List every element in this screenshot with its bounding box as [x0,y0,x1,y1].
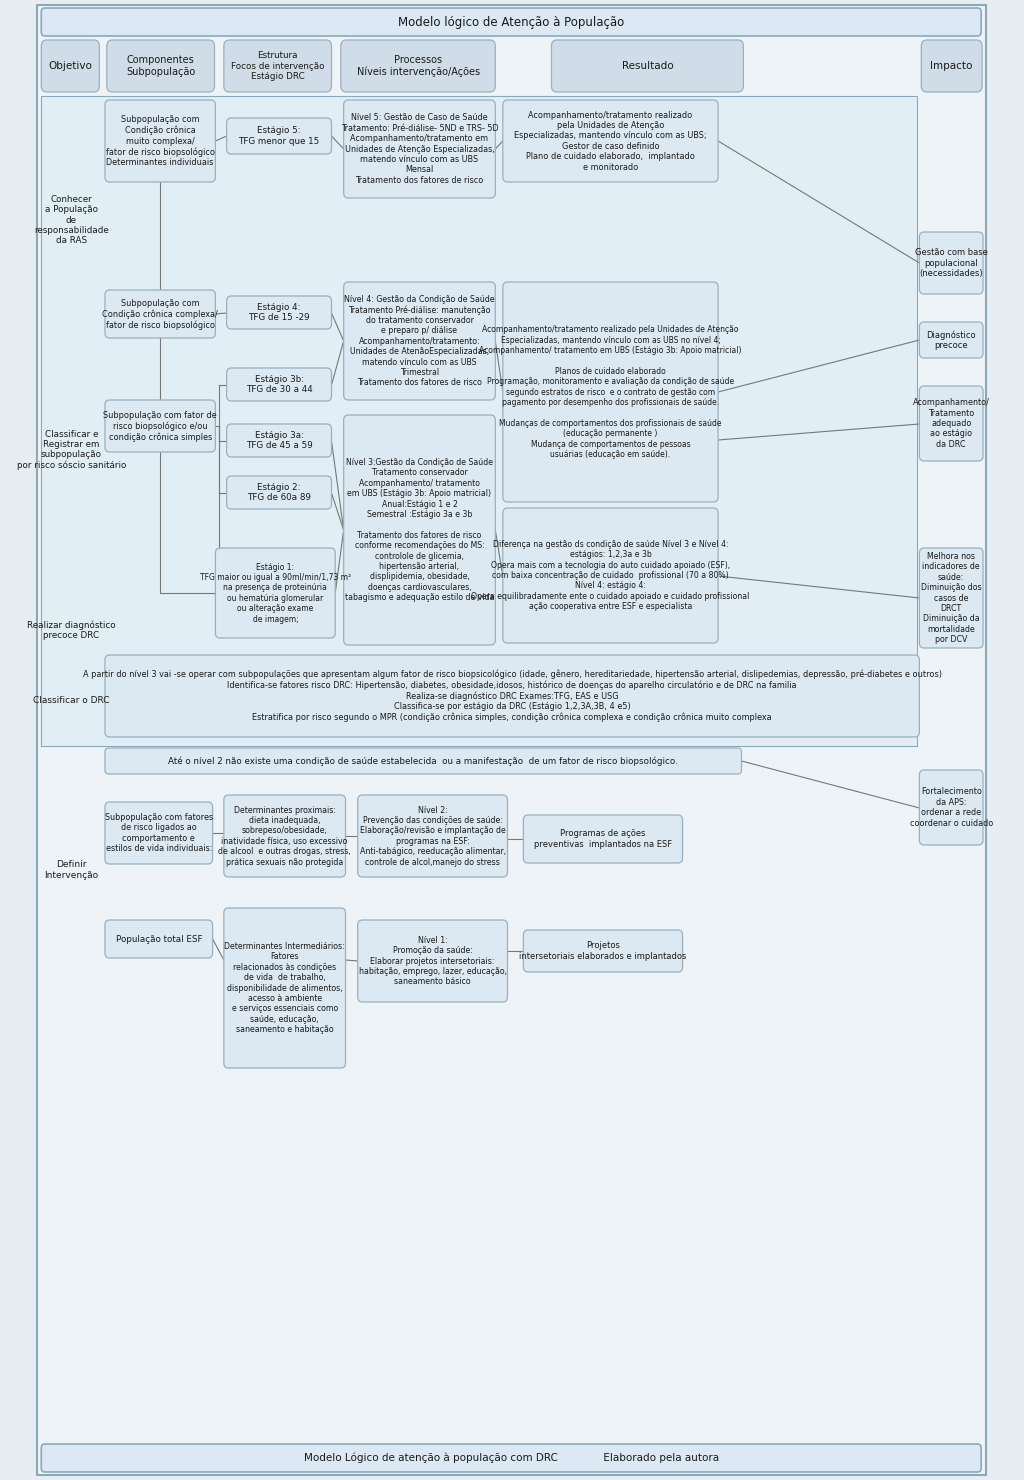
FancyBboxPatch shape [104,656,920,737]
FancyBboxPatch shape [226,369,332,401]
Text: Objetivo: Objetivo [48,61,92,71]
FancyBboxPatch shape [224,40,332,92]
FancyBboxPatch shape [224,909,345,1069]
Text: Estágio 3a:
TFG de 45 a 59: Estágio 3a: TFG de 45 a 59 [246,431,312,450]
FancyBboxPatch shape [922,40,982,92]
Text: Estágio 2:
TFG de 60a 89: Estágio 2: TFG de 60a 89 [247,482,311,502]
Text: Fortalecimento
da APS:
ordenar a rede
coordenar o cuidado: Fortalecimento da APS: ordenar a rede co… [909,787,993,827]
FancyBboxPatch shape [920,232,983,295]
FancyBboxPatch shape [226,296,332,329]
Text: Nível 2:
Prevenção das condições de saúde:
Elaboração/revisão e implantação de
p: Nível 2: Prevenção das condições de saúd… [359,805,506,866]
Text: Diferença na gestão ds condição de saúde Nível 3 e Nível 4:
estágios: 1,2,3a e 3: Diferença na gestão ds condição de saúde… [471,540,750,611]
FancyBboxPatch shape [920,548,983,648]
Text: Processos
Níveis intervenção/Ações: Processos Níveis intervenção/Ações [356,55,479,77]
Text: Melhora nos
indicadores de
saúde:
Diminuição dos
casos de
DRCT
Diminuição da
mor: Melhora nos indicadores de saúde: Diminu… [921,552,982,644]
FancyBboxPatch shape [920,386,983,460]
FancyBboxPatch shape [106,40,214,92]
Text: Componentes
Subpopulação: Componentes Subpopulação [126,55,196,77]
FancyBboxPatch shape [523,929,683,972]
FancyBboxPatch shape [552,40,743,92]
FancyBboxPatch shape [920,323,983,358]
Text: Estágio 1:
TFG maior ou igual a 90ml/min/1,73 m²
na presença de proteinúria
ou h: Estágio 1: TFG maior ou igual a 90ml/min… [200,562,351,623]
FancyBboxPatch shape [344,283,496,400]
Text: População total ESF: População total ESF [116,934,202,944]
Text: Determinantes proximais:
dieta inadequada,
sobrepeso/obesidade,
inatividade físi: Determinantes proximais: dieta inadequad… [218,805,351,866]
FancyBboxPatch shape [104,747,741,774]
FancyBboxPatch shape [41,1444,981,1473]
FancyBboxPatch shape [104,290,215,337]
FancyBboxPatch shape [41,40,99,92]
Text: Acompanhamento/tratamento realizado
pela Unidades de Atenção
Especializadas, man: Acompanhamento/tratamento realizado pela… [514,111,707,172]
FancyBboxPatch shape [215,548,335,638]
FancyBboxPatch shape [523,815,683,863]
Text: Nível 4: Gestão da Condição de Saúde
Tratamento Pré-diálise: manutenção
do trata: Nível 4: Gestão da Condição de Saúde Tra… [344,295,495,388]
Text: Estágio 3b:
TFG de 30 a 44: Estágio 3b: TFG de 30 a 44 [246,374,312,394]
Text: Subpopulação com
Condição crônica complexa/
fator de risco biopsológico: Subpopulação com Condição crônica comple… [102,299,218,330]
Text: Impacto: Impacto [931,61,973,71]
FancyBboxPatch shape [357,921,508,1002]
Text: Estágio 5:
TFG menor que 15: Estágio 5: TFG menor que 15 [239,126,319,145]
FancyBboxPatch shape [344,414,496,645]
Text: Nível 3:Gestão da Condição de Saúde
Tratamento conservador
Acompanhamento/ trata: Nível 3:Gestão da Condição de Saúde Trat… [345,457,495,602]
FancyBboxPatch shape [104,921,213,958]
Text: Classificar o DRC: Classificar o DRC [33,696,110,704]
Text: Conhecer
a População
de
responsabilidade
da RAS: Conhecer a População de responsabilidade… [34,195,109,246]
Text: Subpopulação com fatores
de risco ligados ao
comportamento e
estilos de vida ind: Subpopulação com fatores de risco ligado… [104,813,213,852]
FancyBboxPatch shape [341,40,496,92]
FancyBboxPatch shape [226,423,332,457]
FancyBboxPatch shape [41,7,981,36]
FancyBboxPatch shape [920,770,983,845]
Text: Determinantes Intermediários:
Fatores
relacionados às condições
de vida  de trab: Determinantes Intermediários: Fatores re… [224,941,345,1035]
FancyBboxPatch shape [104,400,215,451]
FancyBboxPatch shape [503,283,718,502]
Text: A partir do nível 3 vai -se operar com subpopulações que apresentam algum fator : A partir do nível 3 vai -se operar com s… [83,669,942,722]
Text: Acompanhamento/
Tratamento
adequado
ao estágio
da DRC: Acompanhamento/ Tratamento adequado ao e… [912,398,989,448]
FancyBboxPatch shape [344,101,496,198]
FancyBboxPatch shape [104,101,215,182]
FancyBboxPatch shape [226,118,332,154]
Text: Acompanhamento/tratamento realizado pela Unidades de Atenção
Especializadas, man: Acompanhamento/tratamento realizado pela… [479,326,741,459]
FancyBboxPatch shape [226,477,332,509]
FancyBboxPatch shape [503,508,718,642]
Text: Subpopulação com
Condição crônica
muito complexa/
fator de risco biopsológico
De: Subpopulação com Condição crônica muito … [105,115,215,167]
Text: Modelo Lógico de atenção à população com DRC              Elaborado pela autora: Modelo Lógico de atenção à população com… [304,1453,719,1464]
FancyBboxPatch shape [104,802,213,864]
Text: Programas de ações
preventivas  implantados na ESF: Programas de ações preventivas implantad… [534,829,672,848]
FancyBboxPatch shape [503,101,718,182]
Text: Diagnóstico
precoce: Diagnóstico precoce [927,330,976,349]
Text: Modelo lógico de Atenção à População: Modelo lógico de Atenção à População [398,15,625,28]
Text: Definir
Intervenção: Definir Intervenção [44,860,98,879]
Text: Nível 5: Gestão de Caso de Saúde
Tratamento: Pré-diálise- 5ND e TRS- 5D
Acompanh: Nível 5: Gestão de Caso de Saúde Tratame… [341,114,499,185]
Text: Estrutura
Focos de intervenção
Estágio DRC: Estrutura Focos de intervenção Estágio D… [230,52,325,81]
Bar [41,96,916,746]
Text: Realizar diagnóstico
precoce DRC: Realizar diagnóstico precoce DRC [27,620,116,639]
Text: Classificar e
Registrar em
subpopulação
por risco sóscio sanitário: Classificar e Registrar em subpopulação … [16,429,126,471]
Text: Projetos
intersetoriais elaborados e implantados: Projetos intersetoriais elaborados e imp… [519,941,687,961]
Text: Nível 1:
Promoção da saúde:
Elaborar projetos intersetoriais:
habitação, emprego: Nível 1: Promoção da saúde: Elaborar pro… [358,935,507,986]
Text: Estágio 4:
TFG de 15 -29: Estágio 4: TFG de 15 -29 [248,303,310,323]
Text: Resultado: Resultado [622,61,673,71]
Text: Gestão com base
populacional
(necessidades): Gestão com base populacional (necessidad… [914,249,987,278]
Text: Subpopulação com fator de
risco biopsológico e/ou
condição crônica simples: Subpopulação com fator de risco biopsoló… [103,410,217,441]
Text: Até o nível 2 não existe uma condição de saúde estabelecida  ou a manifestação  : Até o nível 2 não existe uma condição de… [168,756,678,765]
FancyBboxPatch shape [224,795,345,878]
FancyBboxPatch shape [357,795,508,878]
